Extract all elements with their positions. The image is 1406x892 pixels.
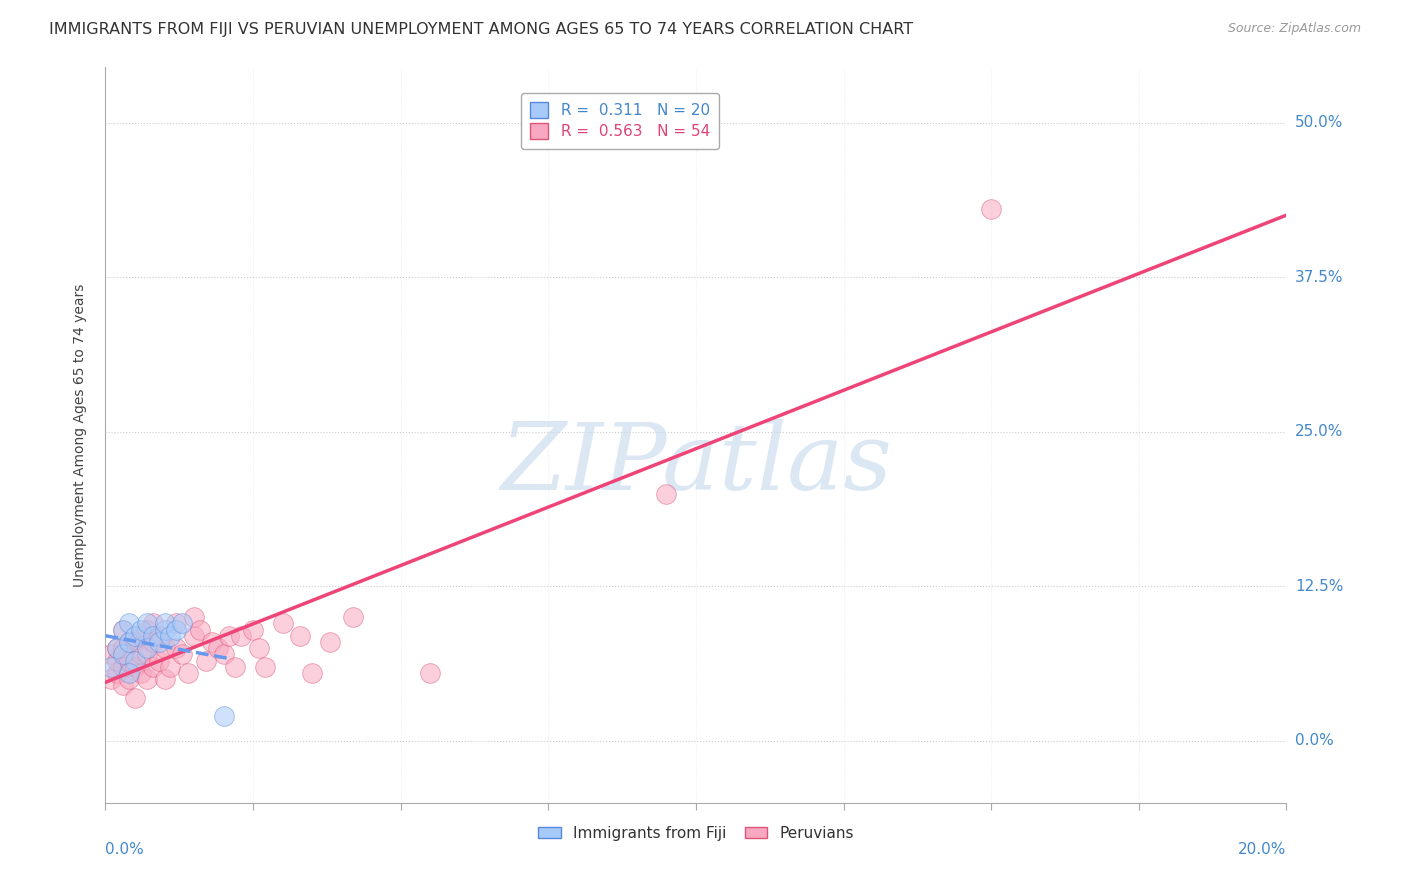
Point	[342, 610, 364, 624]
Point	[118, 672, 141, 686]
Point	[105, 641, 128, 656]
Point	[124, 629, 146, 643]
Point	[271, 616, 294, 631]
Point	[247, 641, 270, 656]
Point	[135, 623, 157, 637]
Point	[100, 648, 122, 662]
Point	[142, 635, 165, 649]
Point	[129, 648, 152, 662]
Point	[218, 629, 240, 643]
Point	[980, 202, 1002, 216]
Point	[319, 635, 342, 649]
Text: 12.5%: 12.5%	[1295, 579, 1343, 594]
Text: 0.0%: 0.0%	[105, 842, 145, 856]
Text: IMMIGRANTS FROM FIJI VS PERUVIAN UNEMPLOYMENT AMONG AGES 65 TO 74 YEARS CORRELAT: IMMIGRANTS FROM FIJI VS PERUVIAN UNEMPLO…	[49, 22, 914, 37]
Point	[188, 623, 211, 637]
Point	[129, 629, 152, 643]
Text: ZIPatlas: ZIPatlas	[501, 419, 891, 509]
Point	[135, 672, 157, 686]
Point	[118, 635, 141, 649]
Point	[148, 654, 170, 668]
Point	[118, 635, 141, 649]
Point	[129, 665, 152, 680]
Point	[165, 623, 187, 637]
Point	[100, 672, 122, 686]
Point	[165, 641, 187, 656]
Point	[159, 659, 181, 673]
Point	[242, 623, 264, 637]
Point	[112, 648, 135, 662]
Point	[142, 629, 165, 643]
Point	[112, 641, 135, 656]
Point	[135, 648, 157, 662]
Point	[118, 665, 141, 680]
Point	[124, 659, 146, 673]
Point	[105, 665, 128, 680]
Point	[112, 623, 135, 637]
Point	[105, 654, 128, 668]
Text: 0.0%: 0.0%	[1295, 733, 1333, 748]
Point	[148, 635, 170, 649]
Point	[112, 659, 135, 673]
Point	[165, 616, 187, 631]
Point	[183, 610, 205, 624]
Point	[212, 648, 235, 662]
Point	[177, 665, 200, 680]
Point	[148, 629, 170, 643]
Text: 25.0%: 25.0%	[1295, 425, 1343, 439]
Point	[135, 616, 157, 631]
Point	[419, 665, 441, 680]
Point	[129, 623, 152, 637]
Text: 20.0%: 20.0%	[1239, 842, 1286, 856]
Point	[231, 629, 253, 643]
Text: Source: ZipAtlas.com: Source: ZipAtlas.com	[1227, 22, 1361, 36]
Point	[253, 659, 276, 673]
Y-axis label: Unemployment Among Ages 65 to 74 years: Unemployment Among Ages 65 to 74 years	[73, 283, 87, 587]
Point	[112, 678, 135, 692]
Point	[212, 709, 235, 723]
Point	[172, 648, 194, 662]
Text: 50.0%: 50.0%	[1295, 115, 1343, 130]
Point	[118, 654, 141, 668]
Point	[301, 665, 323, 680]
Point	[655, 486, 678, 500]
Point	[112, 623, 135, 637]
Point	[153, 641, 176, 656]
Point	[124, 690, 146, 705]
Point	[207, 641, 229, 656]
Text: 37.5%: 37.5%	[1295, 269, 1343, 285]
Point	[224, 659, 246, 673]
Point	[153, 672, 176, 686]
Point	[124, 635, 146, 649]
Point	[142, 659, 165, 673]
Point	[153, 616, 176, 631]
Point	[100, 659, 122, 673]
Point	[142, 616, 165, 631]
Point	[183, 629, 205, 643]
Point	[159, 629, 181, 643]
Point	[124, 654, 146, 668]
Point	[290, 629, 312, 643]
Point	[172, 616, 194, 631]
Point	[118, 616, 141, 631]
Point	[153, 623, 176, 637]
Point	[135, 641, 157, 656]
Point	[201, 635, 224, 649]
Point	[105, 641, 128, 656]
Point	[194, 654, 217, 668]
Legend: Immigrants from Fiji, Peruvians: Immigrants from Fiji, Peruvians	[531, 820, 860, 847]
